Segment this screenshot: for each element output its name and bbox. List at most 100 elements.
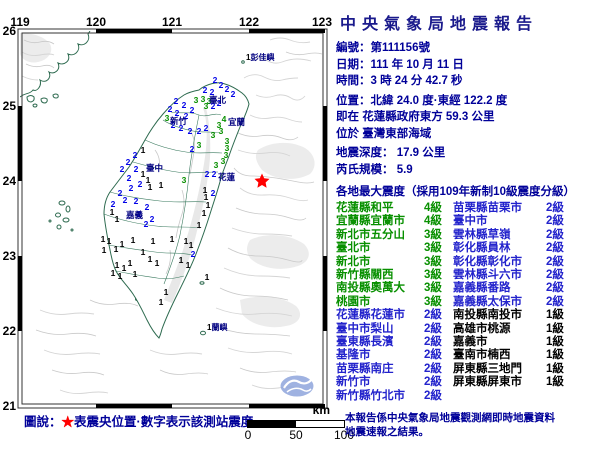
latitude-label-22: 22 (3, 324, 17, 338)
intensity-table-row: 臺中市梨山 2級 高雄市桃源 1級 (336, 323, 600, 336)
station-intensity-number: 1 (179, 255, 184, 265)
station-intensity-number: 1 (122, 263, 127, 273)
station-intensity-value: 3級 (424, 242, 442, 255)
station-intensity-value: 4級 (424, 215, 442, 228)
station-intensity-number: 2 (111, 199, 116, 209)
station-intensity-number: 1 (107, 236, 112, 246)
station-intensity-number: 3 (217, 120, 222, 130)
station-intensity-number: 1 (170, 234, 175, 244)
station-intensity-number: 1 (131, 235, 136, 245)
station-intensity-number: 2 (138, 179, 143, 189)
station-name: 嘉義市 (453, 336, 488, 349)
intensity-table-row: 苗栗縣南庄 2級 屏東縣三地門 1級 (336, 363, 600, 376)
station-intensity-number: 2 (219, 80, 224, 90)
station-intensity-number: 2 (134, 164, 139, 174)
station-intensity-value: 1級 (546, 376, 564, 389)
station-intensity-number: 2 (211, 101, 216, 111)
station-intensity-value: 1級 (546, 349, 564, 362)
island-label-layer: 1彭佳嶼 1蘭嶼 (207, 52, 274, 332)
station-name: 南投縣南投市 (453, 309, 522, 322)
station-intensity-value: 3級 (424, 269, 442, 282)
station-intensity-number: 3 (225, 143, 230, 153)
station-intensity-value: 2級 (546, 242, 564, 255)
station-intensity-number: 3 (197, 140, 202, 150)
station-intensity-number: 1 (159, 180, 164, 190)
longitude-label-123: 123 (312, 15, 332, 29)
report-line-relative: 即在 花蓮縣政府東方 59.3 公里 (336, 111, 495, 123)
station-intensity-number: 3 (224, 150, 229, 160)
station-intensity-number: 1 (203, 185, 208, 195)
station-intensity-number: 1 (151, 236, 156, 246)
station-intensity-value: 4級 (424, 202, 442, 214)
station-intensity-number: 1 (141, 247, 146, 257)
station-intensity-value: 2級 (424, 376, 442, 389)
city-label-嘉義: 嘉義 (125, 210, 144, 220)
station-intensity-number: 2 (182, 100, 187, 110)
station-intensity-number: 3 (207, 96, 212, 106)
epicenter-star-legend-icon: ★ (61, 415, 75, 429)
station-intensity-number: 1 (184, 236, 189, 246)
report-panel: 中央氣象局地震報告 編號：第111156號 日期：111 年 10 月 11 日… (334, 0, 600, 439)
station-intensity-value: 3級 (424, 295, 442, 308)
scale-tick-50: 50 (289, 428, 303, 442)
station-intensity-number: 2 (184, 111, 189, 121)
station-intensity-number: 3 (219, 126, 224, 136)
station-intensity-value: 2級 (424, 309, 442, 322)
station-intensity-number: 1 (115, 214, 120, 224)
intensity-table-row: 新北市 3級 彰化縣彰化市 2級 (336, 256, 600, 269)
station-name: 雲林縣草嶺 (453, 228, 511, 241)
station-intensity-number: 2 (129, 183, 134, 193)
station-intensity-value (546, 390, 575, 403)
station-intensity-number: 2 (210, 87, 215, 97)
cwb-logo (280, 375, 314, 397)
station-intensity-number: 2 (118, 188, 123, 198)
station-intensity-value: 2級 (424, 349, 442, 362)
station-intensity-number: 2 (120, 164, 125, 174)
station-name: 彰化縣彰化市 (453, 255, 522, 268)
station-name: 苗栗縣南庄 (336, 362, 394, 375)
station-intensity-number: 1 (206, 200, 211, 210)
scale-bar-filled-half (248, 421, 296, 427)
city-label-新竹: 新竹 (170, 116, 188, 126)
station-intensity-number: 2 (126, 157, 131, 167)
station-intensity-number: 1 (146, 175, 151, 185)
station-intensity-value: 2級 (424, 322, 442, 335)
station-intensity-number: 1 (118, 271, 123, 281)
station-name: 南投縣奧萬大 (336, 282, 405, 295)
station-intensity-number: 1 (120, 239, 125, 249)
station-intensity-value: 2級 (424, 336, 442, 349)
report-line-depth: 地震深度： 17.9 公里 (336, 147, 446, 159)
station-intensity-value: 1級 (546, 309, 564, 322)
island-label-蘭嶼: 1蘭嶼 (207, 322, 227, 332)
station-intensity-number: 2 (144, 219, 149, 229)
station-intensity-value: 1級 (546, 336, 564, 349)
station-name: 花蓮縣花蓮市 (336, 309, 405, 322)
station-intensity-number: 2 (123, 195, 128, 205)
latitude-labels: 26 25 24 23 22 21 (3, 24, 17, 413)
station-intensity-number: 3 (165, 113, 170, 123)
station-intensity-number: 1 (186, 260, 191, 270)
station-name: 花蓮縣和平 (336, 202, 394, 214)
scale-tick-0: 0 (244, 428, 252, 442)
station-intensity-value: 2級 (546, 215, 564, 228)
station-name: 新竹縣關西 (336, 269, 394, 282)
station-intensity-number: 1 (155, 258, 160, 268)
intensity-table: 花蓮縣和平 4級 苗栗縣苗栗市 2級 宜蘭縣宜蘭市 4級 臺中市 2級 新北市五分山 3級 雲林縣草… (336, 202, 600, 403)
station-name: 高雄市桃源 (453, 322, 511, 335)
station-intensity-value: 3級 (424, 255, 442, 268)
station-name: 臺北市 (336, 242, 371, 255)
report-info-lines: 編號：第111156號 日期：111 年 10 月 11 日 時間：3 時 24… (336, 40, 600, 178)
station-name: 基隆市 (336, 349, 371, 362)
station-intensity-value: 2級 (424, 362, 442, 375)
station-intensity-number: 2 (204, 123, 209, 133)
station-intensity-number: 3 (182, 175, 187, 185)
station-intensity-number: 1 (164, 287, 169, 297)
station-intensity-value: 2級 (424, 389, 442, 402)
station-intensity-number: 2 (217, 98, 222, 108)
report-line-location: 位置：北緯 24.0 度·東經 122.2 度 (336, 94, 508, 107)
station-intensity-number: 2 (168, 104, 173, 114)
taiwan-coastline (103, 82, 250, 339)
station-name: 嘉義縣番路 (453, 282, 511, 295)
